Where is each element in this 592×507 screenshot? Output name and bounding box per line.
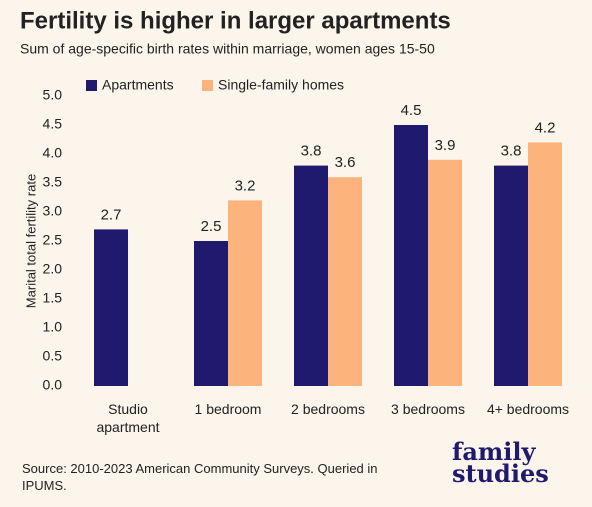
data-label: 3.9 (435, 137, 456, 154)
chart-subtitle: Sum of age-specific birth rates within m… (20, 41, 435, 57)
legend-swatch (86, 80, 97, 91)
y-tick-label: 3.5 (43, 174, 63, 190)
legend-label: Single-family homes (218, 77, 344, 93)
data-label: 4.5 (401, 102, 422, 119)
bar (528, 142, 562, 386)
bar (94, 229, 128, 386)
y-tick-label: 2.0 (43, 261, 63, 277)
bar (328, 177, 362, 386)
data-label: 3.8 (301, 143, 322, 160)
x-tick-label: 3 bedrooms (391, 401, 465, 417)
legend-label: Apartments (102, 77, 174, 93)
x-tick-label: 4+ bedrooms (486, 401, 570, 417)
data-label: 2.5 (201, 218, 222, 235)
logo: studies (452, 459, 549, 488)
x-tick-label: 1 bedroom (194, 401, 262, 417)
legend-swatch (202, 80, 213, 91)
bar (228, 200, 262, 386)
source: Source: 2010-2023 American Community Sur… (22, 461, 378, 493)
logo: family (452, 437, 536, 466)
bar (494, 165, 528, 386)
data-label: 2.7 (101, 206, 122, 223)
data-label: 3.8 (501, 143, 522, 160)
bar (194, 241, 228, 386)
bar (294, 165, 328, 386)
x-tick-label: 2 bedrooms (291, 401, 365, 417)
y-tick-label: 1.0 (43, 319, 63, 335)
y-tick-label: 1.5 (43, 290, 63, 306)
y-tick-label: 2.5 (43, 232, 63, 248)
bar (394, 125, 428, 386)
y-tick-label: 3.0 (43, 203, 63, 219)
y-tick-label: 4.0 (43, 145, 63, 161)
y-tick-label: 0.0 (43, 377, 63, 393)
data-label: 3.6 (335, 154, 356, 171)
bar (428, 159, 462, 386)
data-label: 3.2 (235, 177, 256, 194)
chart-title: Fertility is higher in larger apartments (20, 7, 451, 34)
y-tick-label: 4.5 (43, 116, 63, 132)
y-tick-label: 0.5 (43, 348, 63, 364)
x-tick-label: Studio apartment (96, 401, 160, 435)
y-axis-title: Marital total fertility rate (23, 174, 38, 308)
data-label: 4.2 (535, 119, 556, 136)
y-tick-label: 5.0 (43, 87, 63, 103)
